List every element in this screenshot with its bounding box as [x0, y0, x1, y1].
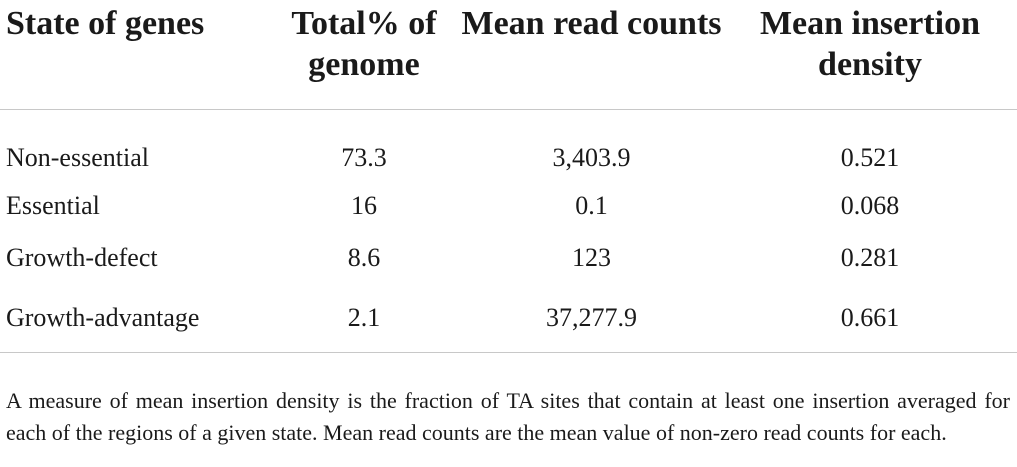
cell-mean-read-counts: 3,403.9	[552, 143, 631, 172]
cell-mean-read-counts: 123	[572, 243, 611, 272]
cell-state: Non-essential	[6, 143, 149, 172]
data-table-container: State of genes Total% of genome Mean rea…	[0, 0, 1017, 353]
table-row: Essential 16 0.1 0.068	[0, 180, 1017, 232]
cell-total-percent: 2.1	[268, 284, 460, 353]
cell-total-percent: 73.3	[341, 143, 387, 172]
cell-state: Growth-defect	[6, 243, 158, 272]
header-mean-read-counts: Mean read counts	[460, 0, 723, 110]
table-row: Growth-defect 8.6 123 0.281	[0, 232, 1017, 284]
cell-mean-insertion-density: 0.068	[840, 191, 900, 220]
cell-total-percent: 16	[351, 191, 377, 220]
table-header: State of genes Total% of genome Mean rea…	[0, 0, 1017, 110]
cell-state: Essential	[6, 191, 100, 220]
cell-mean-insertion-density: 0.661	[723, 284, 1017, 353]
gene-state-table: State of genes Total% of genome Mean rea…	[0, 0, 1017, 353]
table-body: Non-essential 73.3 3,403.9 0.521 Essenti…	[0, 110, 1017, 353]
header-state-of-genes: State of genes	[0, 0, 268, 110]
table-row: Non-essential 73.3 3,403.9 0.521	[0, 110, 1017, 181]
header-total-percent-genome: Total% of genome	[268, 0, 460, 110]
header-row: State of genes Total% of genome Mean rea…	[0, 0, 1017, 110]
cell-mean-read-counts: 0.1	[575, 191, 608, 220]
cell-state: Growth-advantage	[0, 284, 268, 353]
cell-mean-insertion-density: 0.281	[840, 243, 900, 272]
table-footnote: A measure of mean insertion density is t…	[6, 388, 1010, 445]
cell-total-percent: 8.6	[347, 243, 381, 272]
header-mean-insertion-density: Mean insertion density	[723, 0, 1017, 110]
table-row: Growth-advantage 2.1 37,277.9 0.661	[0, 284, 1017, 353]
cell-mean-insertion-density: 0.521	[840, 143, 900, 172]
cell-mean-read-counts: 37,277.9	[460, 284, 723, 353]
